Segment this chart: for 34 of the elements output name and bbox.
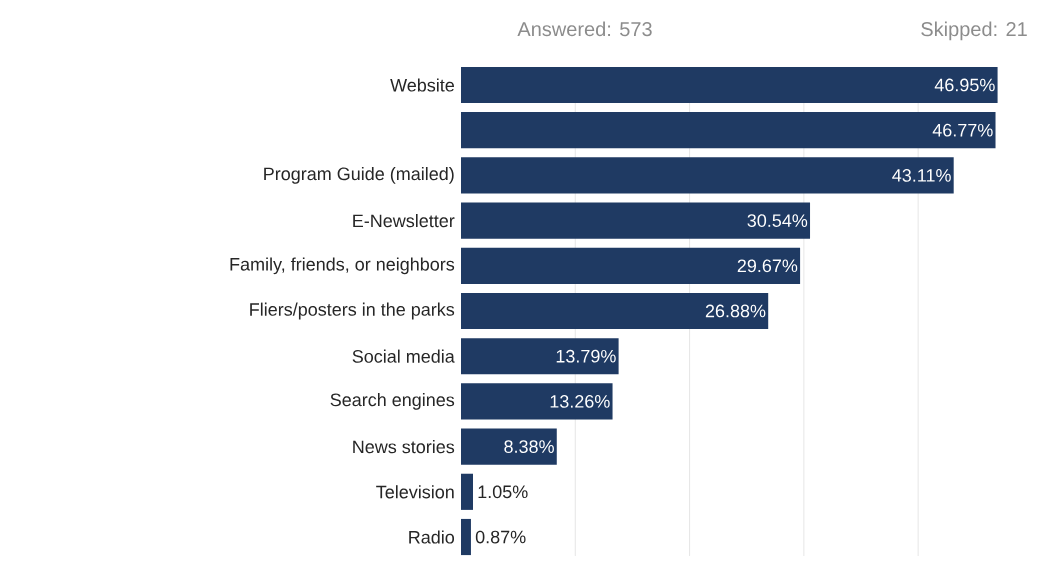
y-tick-label: Fliers/posters in the parks (250, 302, 455, 320)
text: Answered: 573 (517, 21, 652, 37)
y-tick-label: Radio (409, 530, 455, 544)
bar (461, 247, 801, 284)
data-label: 8.38% (504, 440, 554, 453)
data-label: 13.79% (556, 349, 616, 363)
y-tick-label: Television (376, 485, 454, 499)
bar (461, 157, 954, 194)
y-tick-label: Search engines (330, 392, 455, 410)
y-tick-label: Family, friends, or neighbors (230, 257, 455, 275)
bar (461, 338, 619, 375)
data-label: 46.77% (932, 123, 993, 137)
bar (461, 428, 557, 465)
text: Skipped: 21 (921, 21, 1027, 41)
data-label: 26.88% (705, 304, 766, 318)
data-label: 43.11% (892, 168, 951, 182)
data-label: 0.87% (475, 530, 526, 544)
bar (461, 383, 613, 420)
bar (461, 202, 811, 239)
data-label: 1.05% (478, 485, 528, 499)
y-tick-label: Program Guide (mailed) (264, 166, 454, 184)
data-label: 29.67% (737, 259, 798, 273)
y-tick-label: Website (390, 78, 454, 92)
bar (461, 473, 473, 510)
bar (461, 112, 996, 149)
y-tick-label: E-Newsletter (353, 213, 455, 228)
data-label: 13.26% (550, 394, 610, 408)
y-tick-label: Social media (352, 349, 455, 363)
bar (461, 518, 471, 555)
bar (461, 292, 769, 329)
y-tick-label: News stories (353, 439, 455, 454)
data-label: 30.54% (747, 214, 808, 227)
data-label: 46.95% (934, 78, 995, 92)
bar (461, 66, 998, 103)
